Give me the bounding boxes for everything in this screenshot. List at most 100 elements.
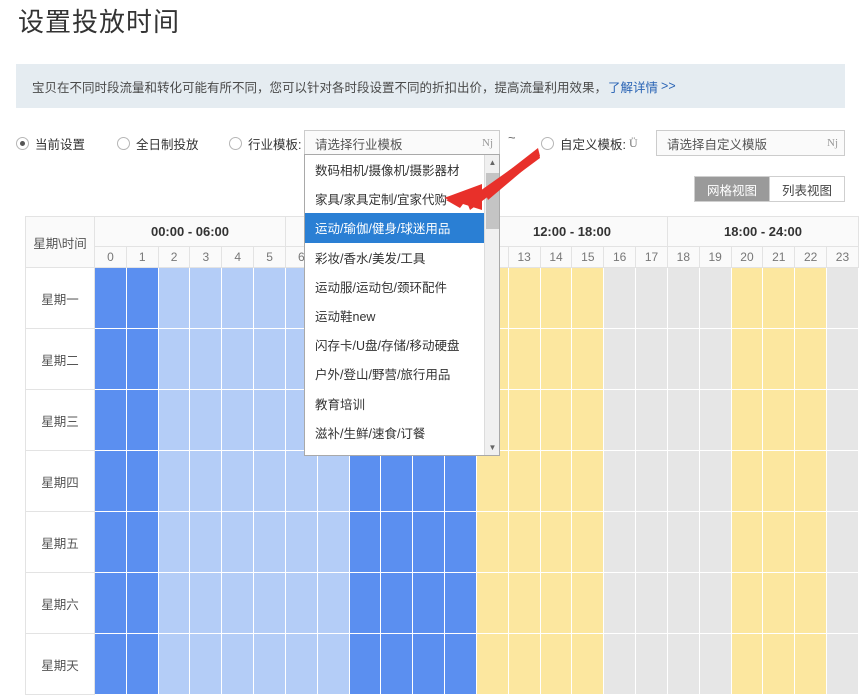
dropdown-item-1[interactable]: 家具/家具定制/宜家代购 <box>315 193 447 208</box>
dropdown-item-9[interactable]: 滋补/生鲜/速食/订餐 <box>315 426 426 441</box>
schedule-cell-5-7[interactable] <box>317 573 350 634</box>
schedule-cell-4-14[interactable] <box>540 512 573 573</box>
schedule-cell-1-3[interactable] <box>190 329 223 390</box>
radio-dot-industry-template[interactable] <box>229 136 242 150</box>
schedule-cell-3-21[interactable] <box>763 451 796 512</box>
schedule-cell-3-6[interactable] <box>285 451 318 512</box>
schedule-cell-6-0[interactable] <box>95 634 127 695</box>
schedule-cell-0-16[interactable] <box>604 268 637 329</box>
schedule-cell-5-19[interactable] <box>699 573 732 634</box>
schedule-cell-1-5[interactable] <box>254 329 286 390</box>
radio-industry-template[interactable]: 行业模板: <box>229 130 301 156</box>
schedule-cell-5-0[interactable] <box>95 573 127 634</box>
schedule-cell-0-13[interactable] <box>508 268 541 329</box>
radio-dot-current-setting[interactable] <box>16 136 29 150</box>
schedule-cell-3-11[interactable] <box>445 451 477 512</box>
radio-all-day[interactable]: 全日制投放 <box>117 130 199 156</box>
schedule-cell-6-13[interactable] <box>508 634 541 695</box>
schedule-cell-5-17[interactable] <box>636 573 668 634</box>
dropdown-item-6[interactable]: 闪存卡/U盘/存储/移动硬盘 <box>315 339 460 354</box>
schedule-cell-3-12[interactable] <box>476 451 509 512</box>
schedule-cell-2-0[interactable] <box>95 390 127 451</box>
custom-template-select[interactable]: 请选择自定义模版 Nj <box>656 130 845 156</box>
schedule-cell-5-21[interactable] <box>763 573 796 634</box>
schedule-cell-5-16[interactable] <box>604 573 637 634</box>
dropdown-item-8[interactable]: 教育培训 <box>315 397 366 412</box>
schedule-cell-1-1[interactable] <box>126 329 159 390</box>
schedule-cell-3-5[interactable] <box>254 451 286 512</box>
schedule-cell-5-23[interactable] <box>827 573 859 634</box>
schedule-cell-0-1[interactable] <box>126 268 159 329</box>
schedule-cell-6-4[interactable] <box>222 634 255 695</box>
schedule-cell-2-4[interactable] <box>222 390 255 451</box>
schedule-cell-1-17[interactable] <box>636 329 668 390</box>
schedule-cell-4-10[interactable] <box>413 512 446 573</box>
schedule-cell-4-20[interactable] <box>731 512 764 573</box>
schedule-cell-0-15[interactable] <box>572 268 605 329</box>
schedule-cell-5-4[interactable] <box>222 573 255 634</box>
dropdown-scrollbar[interactable]: ▲ ▼ <box>484 155 499 455</box>
schedule-cell-0-23[interactable] <box>827 268 859 329</box>
schedule-cell-6-6[interactable] <box>285 634 318 695</box>
schedule-cell-2-21[interactable] <box>763 390 796 451</box>
schedule-cell-1-14[interactable] <box>540 329 573 390</box>
schedule-cell-4-4[interactable] <box>222 512 255 573</box>
dropdown-item-10[interactable]: 网游垂直市场根类目 <box>305 447 484 455</box>
schedule-cell-4-15[interactable] <box>572 512 605 573</box>
schedule-cell-1-4[interactable] <box>222 329 255 390</box>
schedule-cell-5-1[interactable] <box>126 573 159 634</box>
schedule-cell-0-2[interactable] <box>158 268 191 329</box>
schedule-cell-6-3[interactable] <box>190 634 223 695</box>
schedule-cell-5-20[interactable] <box>731 573 764 634</box>
schedule-cell-4-8[interactable] <box>349 512 382 573</box>
schedule-cell-3-1[interactable] <box>126 451 159 512</box>
schedule-cell-6-19[interactable] <box>699 634 732 695</box>
dropdown-item-5[interactable]: 运动鞋new <box>315 310 376 325</box>
schedule-cell-1-19[interactable] <box>699 329 732 390</box>
schedule-cell-6-12[interactable] <box>476 634 509 695</box>
industry-template-select[interactable]: 请选择行业模板 Nj <box>304 130 500 156</box>
schedule-cell-1-0[interactable] <box>95 329 127 390</box>
schedule-cell-4-21[interactable] <box>763 512 796 573</box>
schedule-cell-3-14[interactable] <box>540 451 573 512</box>
schedule-cell-5-9[interactable] <box>381 573 414 634</box>
schedule-cell-5-14[interactable] <box>540 573 573 634</box>
schedule-cell-4-18[interactable] <box>667 512 700 573</box>
schedule-cell-0-0[interactable] <box>95 268 127 329</box>
schedule-cell-2-2[interactable] <box>158 390 191 451</box>
schedule-cell-0-22[interactable] <box>795 268 828 329</box>
schedule-cell-5-11[interactable] <box>445 573 477 634</box>
schedule-cell-3-10[interactable] <box>413 451 446 512</box>
schedule-cell-3-2[interactable] <box>158 451 191 512</box>
schedule-cell-3-7[interactable] <box>317 451 350 512</box>
schedule-cell-3-23[interactable] <box>827 451 859 512</box>
schedule-cell-6-8[interactable] <box>349 634 382 695</box>
schedule-cell-4-19[interactable] <box>699 512 732 573</box>
schedule-cell-5-2[interactable] <box>158 573 191 634</box>
schedule-cell-2-22[interactable] <box>795 390 828 451</box>
dropdown-item-3[interactable]: 彩妆/香水/美发/工具 <box>315 251 426 266</box>
schedule-cell-5-15[interactable] <box>572 573 605 634</box>
schedule-cell-1-22[interactable] <box>795 329 828 390</box>
schedule-cell-6-16[interactable] <box>604 634 637 695</box>
schedule-cell-6-15[interactable] <box>572 634 605 695</box>
schedule-cell-4-11[interactable] <box>445 512 477 573</box>
schedule-cell-0-3[interactable] <box>190 268 223 329</box>
schedule-cell-0-17[interactable] <box>636 268 668 329</box>
schedule-cell-3-20[interactable] <box>731 451 764 512</box>
schedule-cell-4-0[interactable] <box>95 512 127 573</box>
dropdown-item-7[interactable]: 户外/登山/野营/旅行用品 <box>315 368 451 383</box>
schedule-cell-4-2[interactable] <box>158 512 191 573</box>
schedule-cell-0-20[interactable] <box>731 268 764 329</box>
learn-more-link[interactable]: 了解详情 <box>608 80 659 95</box>
schedule-cell-3-8[interactable] <box>349 451 382 512</box>
schedule-cell-0-19[interactable] <box>699 268 732 329</box>
schedule-cell-6-10[interactable] <box>413 634 446 695</box>
schedule-cell-3-22[interactable] <box>795 451 828 512</box>
schedule-cell-6-21[interactable] <box>763 634 796 695</box>
schedule-cell-0-21[interactable] <box>763 268 796 329</box>
schedule-cell-2-20[interactable] <box>731 390 764 451</box>
schedule-cell-5-12[interactable] <box>476 573 509 634</box>
schedule-cell-1-16[interactable] <box>604 329 637 390</box>
schedule-cell-3-19[interactable] <box>699 451 732 512</box>
